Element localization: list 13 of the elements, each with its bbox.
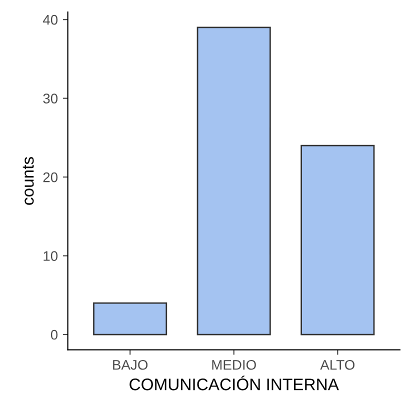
x-tick-label: BAJO [113, 360, 148, 370]
y-tick-label: 40 [42, 14, 58, 25]
y-axis-title: counts [22, 157, 34, 205]
y-tick-label: 10 [44, 251, 58, 261]
bar [93, 302, 168, 336]
y-tick-label: 30 [43, 94, 58, 104]
y-tick-label: 0 [50, 330, 58, 340]
y-tick-label: 20 [43, 172, 58, 182]
bar [196, 26, 271, 336]
x-tick-label: ALTO [320, 360, 354, 370]
x-tick-label: MEDIO [212, 360, 256, 370]
bar [300, 144, 375, 336]
x-axis-title: COMUNICACIÓN INTERNA [130, 376, 339, 390]
